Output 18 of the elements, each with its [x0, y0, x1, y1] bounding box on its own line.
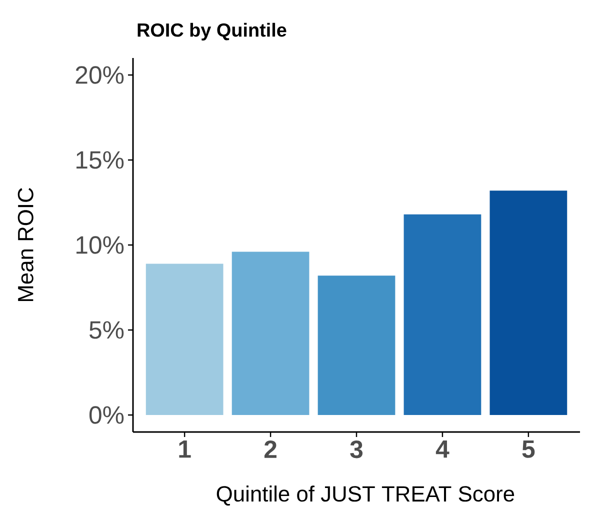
bar: [232, 252, 310, 415]
y-tick-label: 0%: [89, 406, 124, 424]
y-axis-title: Mean ROIC: [18, 188, 34, 302]
y-tick-label: 20%: [76, 66, 124, 84]
x-tick-label: 2: [264, 440, 276, 458]
bar: [404, 214, 482, 415]
y-tick-label: 10%: [76, 236, 124, 254]
x-tick-label: 3: [350, 440, 363, 458]
bar: [490, 190, 568, 415]
x-axis-title: Quintile of JUST TREAT Score: [216, 486, 514, 506]
x-tick-label: 1: [179, 440, 191, 458]
bar: [146, 264, 224, 415]
x-tick-label: 4: [436, 440, 450, 458]
y-tick-label: 5%: [89, 321, 124, 339]
x-tick-label: 5: [522, 440, 535, 458]
chart-title: ROIC by Quintile: [138, 22, 286, 40]
y-tick-label: 15%: [76, 151, 124, 169]
bar: [318, 276, 396, 415]
